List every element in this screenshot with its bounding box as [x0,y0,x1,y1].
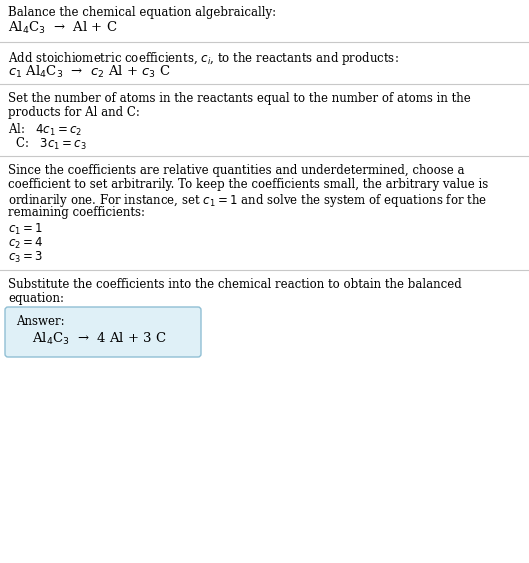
Text: $c_2 = 4$: $c_2 = 4$ [8,236,43,251]
Text: Al$_4$C$_3$  →  4 Al + 3 C: Al$_4$C$_3$ → 4 Al + 3 C [32,331,167,347]
Text: remaining coefficients:: remaining coefficients: [8,206,145,219]
Text: Balance the chemical equation algebraically:: Balance the chemical equation algebraica… [8,6,276,19]
FancyBboxPatch shape [5,307,201,357]
Text: Al$_4$C$_3$  →  Al + C: Al$_4$C$_3$ → Al + C [8,20,117,36]
Text: Al:   $4 c_1 = c_2$: Al: $4 c_1 = c_2$ [8,122,83,138]
Text: Answer:: Answer: [16,315,65,328]
Text: C:   $3 c_1 = c_3$: C: $3 c_1 = c_3$ [8,136,87,152]
Text: coefficient to set arbitrarily. To keep the coefficients small, the arbitrary va: coefficient to set arbitrarily. To keep … [8,178,488,191]
Text: Substitute the coefficients into the chemical reaction to obtain the balanced: Substitute the coefficients into the che… [8,278,462,291]
Text: ordinarily one. For instance, set $c_1 = 1$ and solve the system of equations fo: ordinarily one. For instance, set $c_1 =… [8,192,487,209]
Text: Add stoichiometric coefficients, $c_i$, to the reactants and products:: Add stoichiometric coefficients, $c_i$, … [8,50,399,67]
Text: $c_1$ Al$_4$C$_3$  →  $c_2$ Al + $c_3$ C: $c_1$ Al$_4$C$_3$ → $c_2$ Al + $c_3$ C [8,64,170,80]
Text: Since the coefficients are relative quantities and underdetermined, choose a: Since the coefficients are relative quan… [8,164,464,177]
Text: products for Al and C:: products for Al and C: [8,106,140,119]
Text: $c_3 = 3$: $c_3 = 3$ [8,250,43,265]
Text: $c_1 = 1$: $c_1 = 1$ [8,222,43,237]
Text: equation:: equation: [8,292,64,305]
Text: Set the number of atoms in the reactants equal to the number of atoms in the: Set the number of atoms in the reactants… [8,92,471,105]
